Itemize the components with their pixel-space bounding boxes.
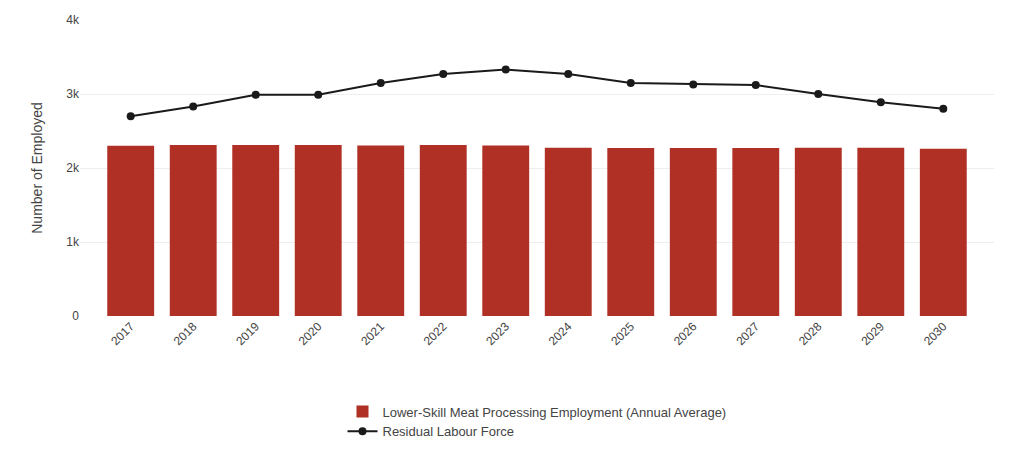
- svg-text:2028: 2028: [796, 319, 825, 348]
- svg-text:2k: 2k: [66, 161, 80, 175]
- svg-text:2026: 2026: [671, 319, 700, 348]
- svg-text:2027: 2027: [733, 319, 762, 348]
- svg-text:4k: 4k: [66, 13, 80, 27]
- svg-text:2018: 2018: [171, 319, 200, 348]
- svg-text:Lower-Skill Meat Processing Em: Lower-Skill Meat Processing Employment (…: [383, 405, 727, 420]
- svg-text:3k: 3k: [66, 87, 80, 101]
- svg-text:2021: 2021: [358, 319, 387, 348]
- svg-text:2022: 2022: [421, 319, 450, 348]
- svg-text:Residual Labour Force: Residual Labour Force: [383, 424, 515, 439]
- svg-text:Number of Employed: Number of Employed: [29, 102, 45, 234]
- svg-text:2020: 2020: [296, 319, 325, 348]
- svg-text:0: 0: [72, 309, 79, 323]
- svg-text:2025: 2025: [608, 319, 637, 348]
- svg-text:2017: 2017: [108, 319, 137, 348]
- svg-text:2024: 2024: [546, 319, 575, 348]
- svg-text:2029: 2029: [858, 319, 887, 348]
- svg-text:2030: 2030: [921, 319, 950, 348]
- svg-text:1k: 1k: [66, 235, 80, 249]
- svg-text:2023: 2023: [483, 319, 512, 348]
- svg-text:2019: 2019: [233, 319, 262, 348]
